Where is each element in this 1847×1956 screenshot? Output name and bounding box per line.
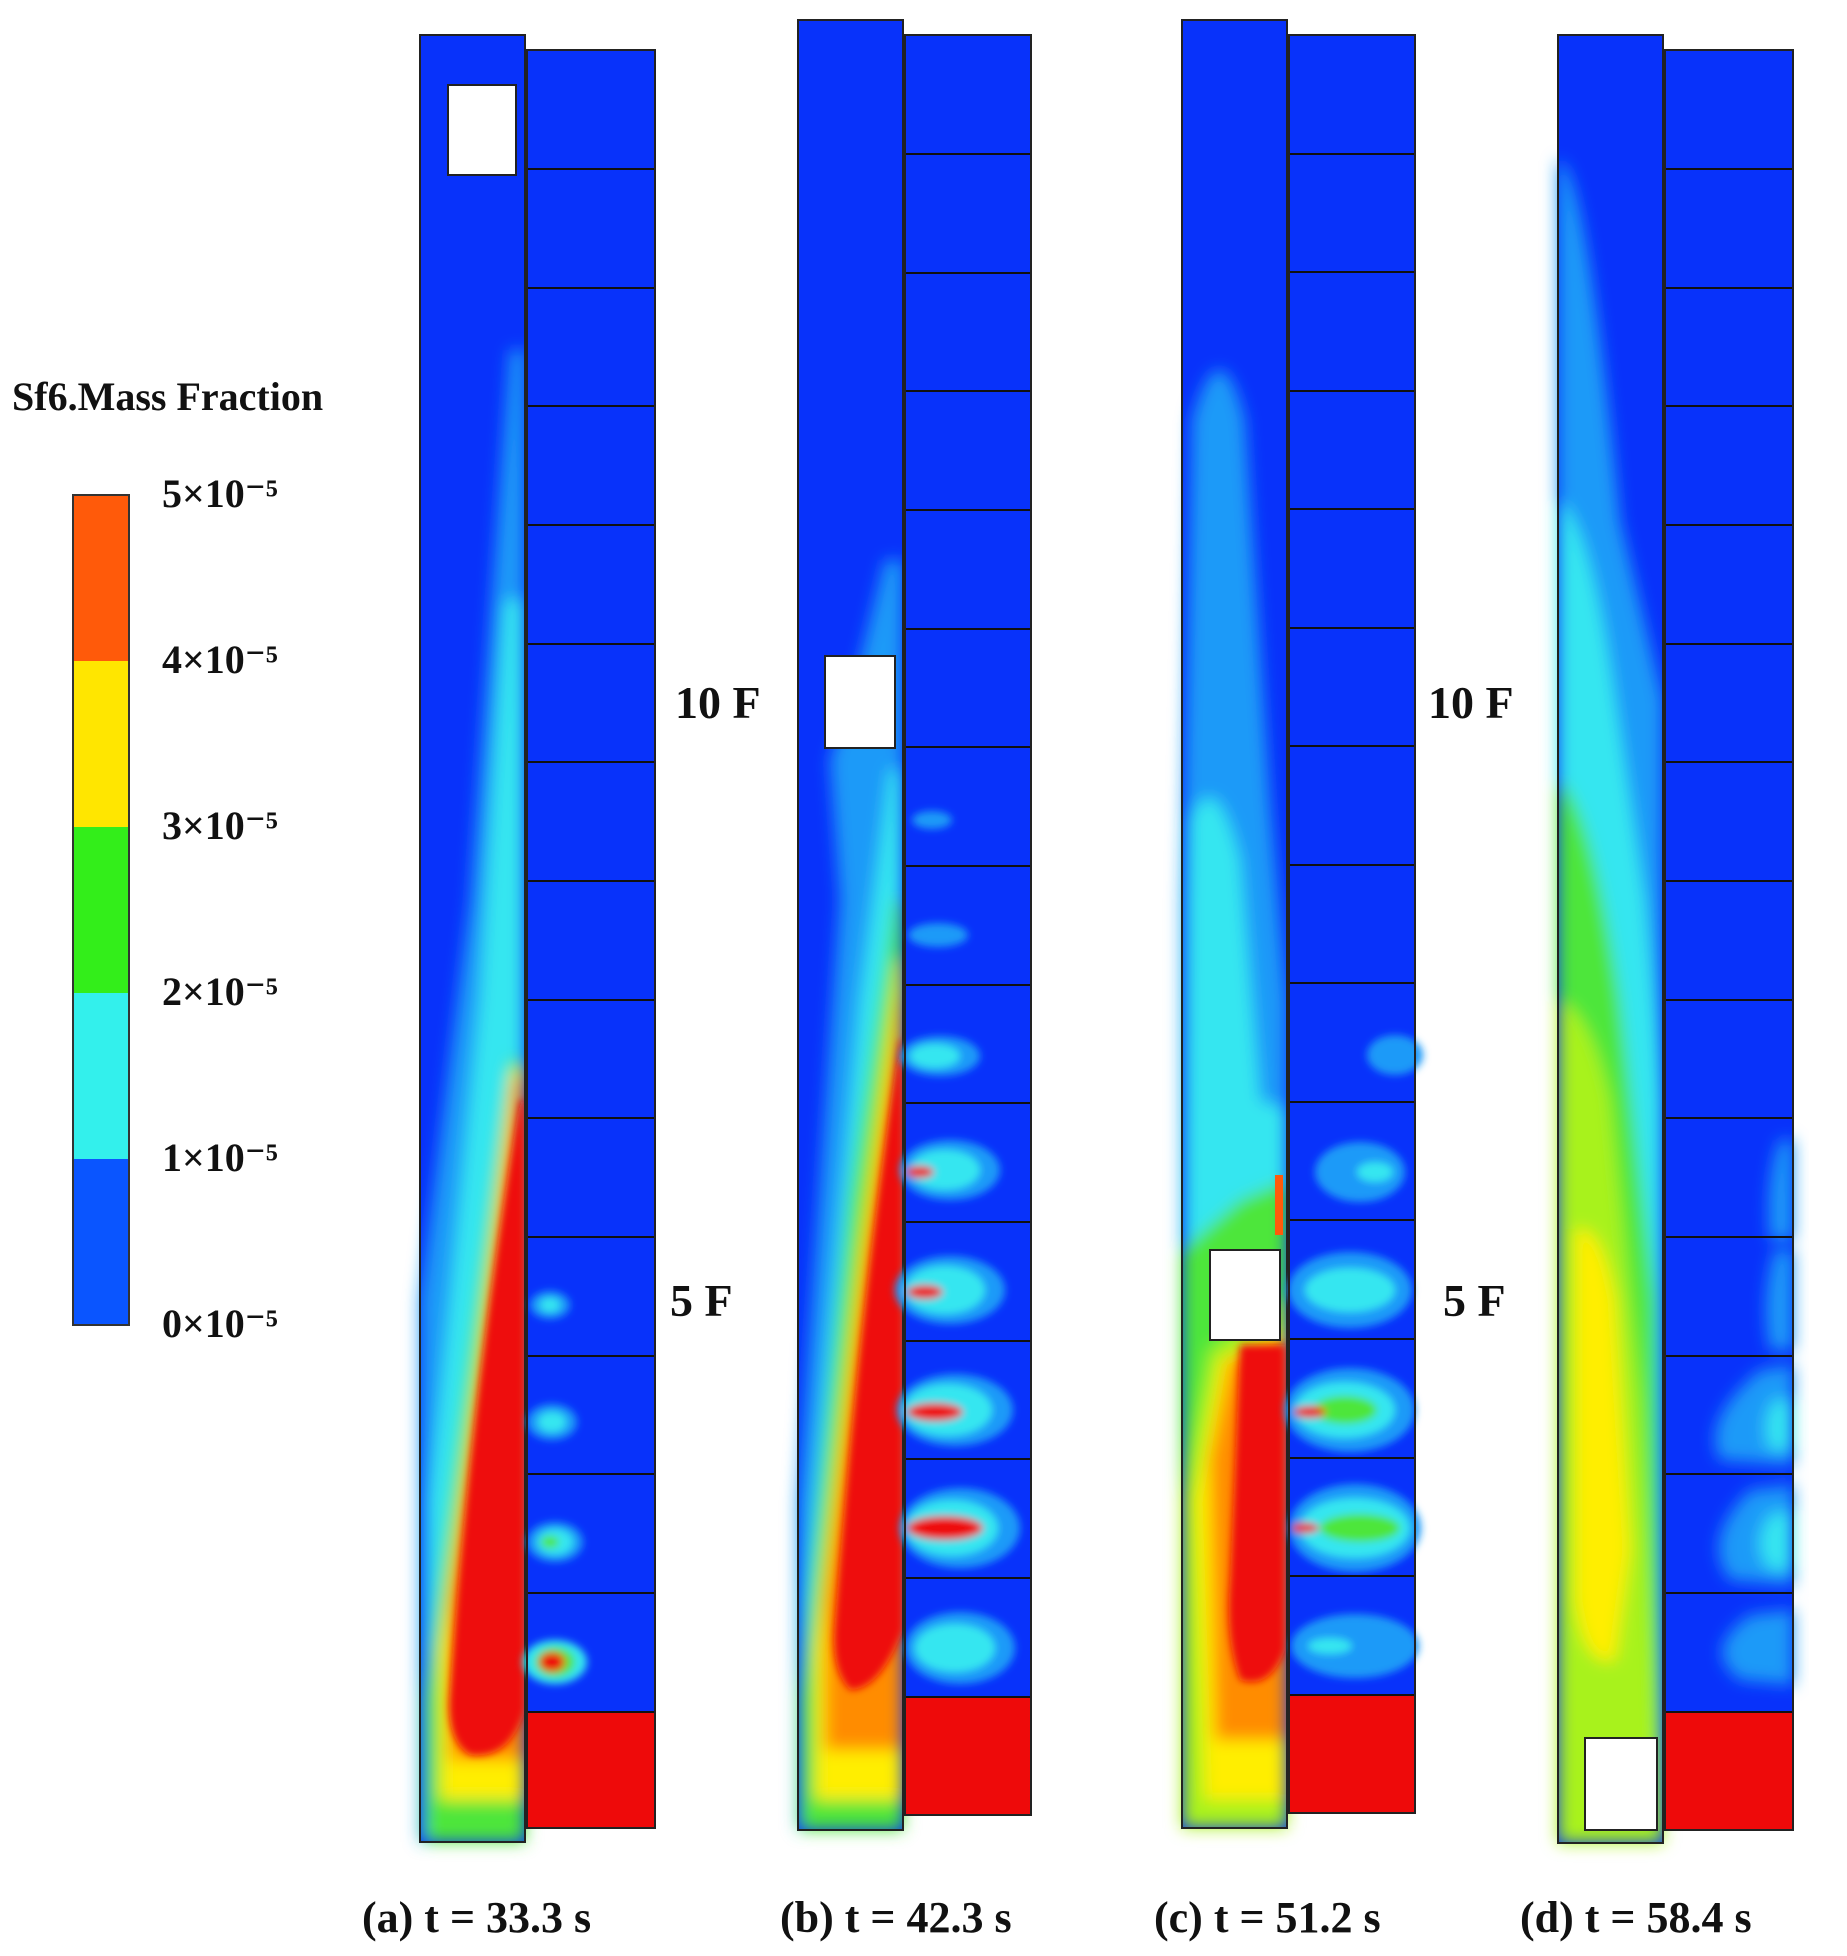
panel-a-shaft [419,34,526,1843]
panel-a-floors [523,49,656,1829]
colorbar-band-3-4 [73,661,129,827]
colorbar-band-2-3 [73,827,129,993]
panel-d-elevator-car [1584,1737,1658,1831]
panel-d-floors [1664,49,1794,1831]
panel-b: 10 F (b) t = 42.3 s [675,19,1032,1942]
panel-b-elevator-car [824,655,896,749]
panel-d-caption: (d) t = 58.4 s [1520,1893,1752,1942]
colorbar: Sf6.Mass Fraction 5×10⁻⁵ 4×10⁻⁵ 3×10⁻⁵ 2… [12,374,323,1346]
panel-a-elevator-car [447,84,517,176]
panel-d-shaft [1557,34,1664,1844]
panel-c-floors [1285,34,1423,1814]
panel-b-floors [895,34,1032,1816]
panel-b-caption: (b) t = 42.3 s [780,1893,1012,1942]
panel-c-shaft [1181,19,1288,1829]
panel-c-elevator-car [1209,1249,1281,1341]
panel-b-shaft [797,19,904,1831]
colorbar-band-1-2 [73,993,129,1159]
colorbar-label-4: 4×10⁻⁵ [162,637,278,682]
panel-d-floor-label-5f: 5 F [1443,1275,1506,1326]
colorbar-band-0-1 [73,1159,129,1325]
panel-b-fire-floor [905,1697,1031,1815]
colorbar-title: Sf6.Mass Fraction [12,374,323,419]
colorbar-band-4-5 [73,495,129,661]
colorbar-label-5: 5×10⁻⁵ [162,471,278,516]
panel-b-floor-label-10f: 10 F [675,677,761,728]
panel-c: 10 F (c) t = 51.2 s [1154,19,1514,1942]
panel-c-fire-floor [1289,1695,1415,1813]
panel-a-floor-label-5f: 5 F [670,1275,733,1326]
panel-d-fire-floor [1665,1712,1793,1830]
colorbar-label-2: 2×10⁻⁵ [162,969,278,1014]
panel-d: 5 F (d) t = 58.4 s [1443,34,1794,1942]
panel-a-caption: (a) t = 33.3 s [362,1893,591,1942]
panel-c-floor-label-10f: 10 F [1428,677,1514,728]
colorbar-label-1: 1×10⁻⁵ [162,1135,278,1180]
panel-a-fire-floor [527,1712,655,1828]
colorbar-label-0: 0×10⁻⁵ [162,1301,278,1346]
colorbar-label-3: 3×10⁻⁵ [162,803,278,848]
panel-c-caption: (c) t = 51.2 s [1154,1893,1381,1942]
colorbar-frame [72,494,130,1326]
panel-a: 5 F (a) t = 33.3 s [362,34,733,1942]
